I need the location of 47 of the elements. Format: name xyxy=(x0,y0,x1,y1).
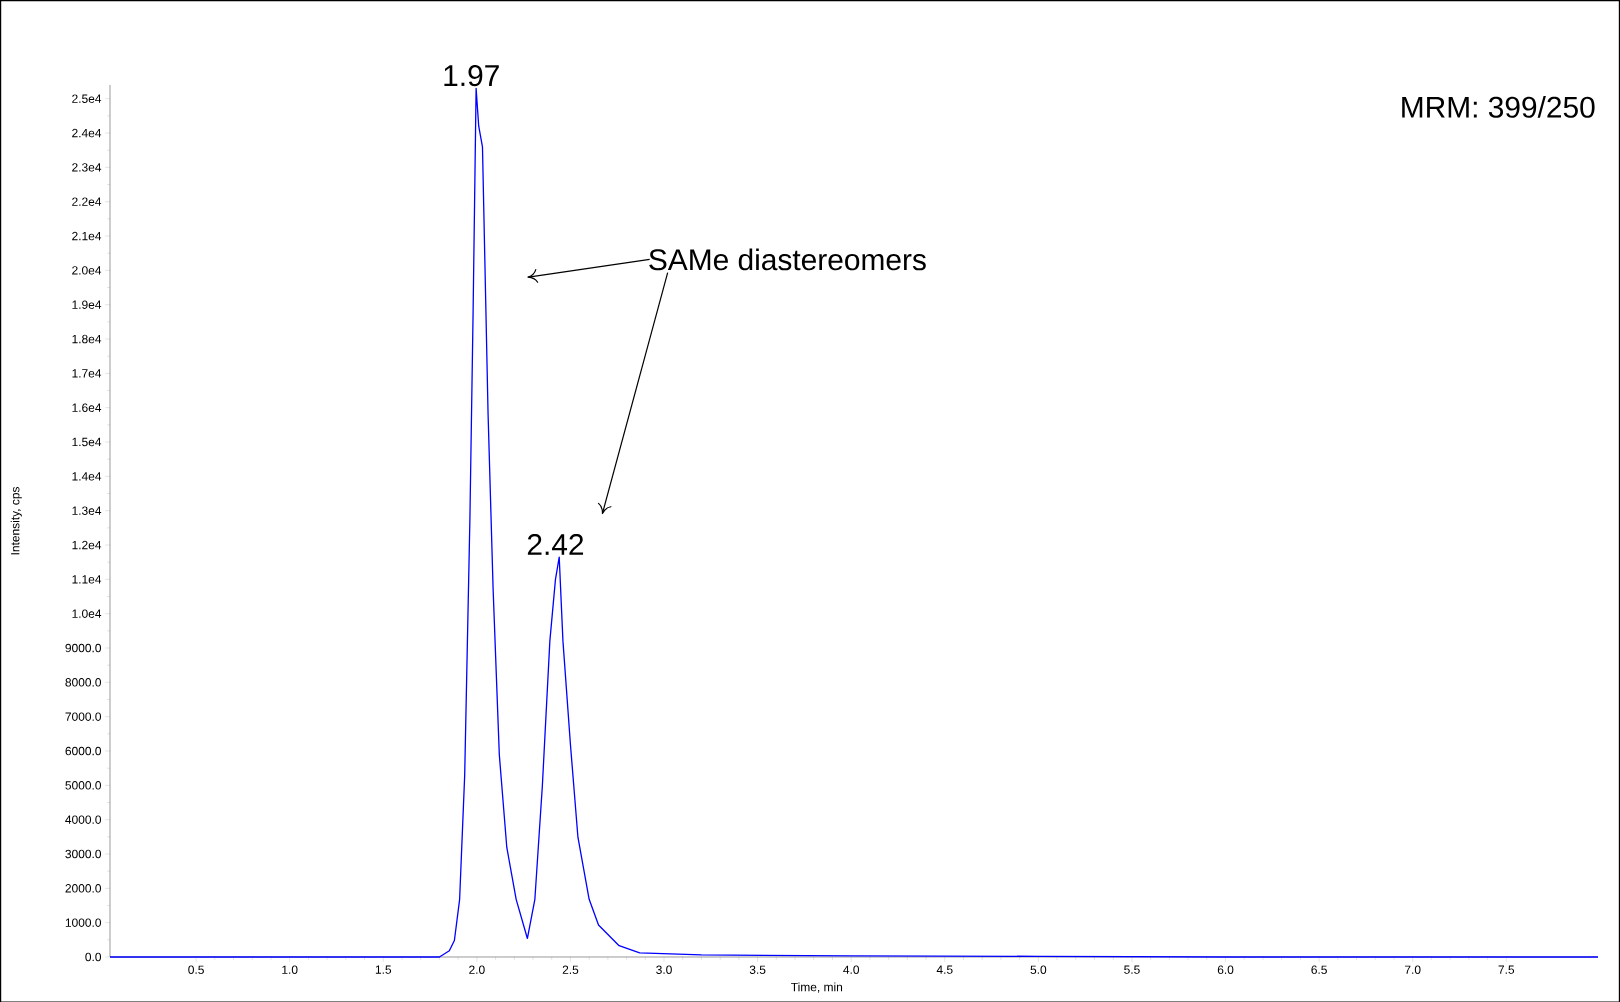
x-tick-label: 7.5 xyxy=(1498,965,1515,974)
x-tick-label: 5.5 xyxy=(1124,965,1140,974)
y-tick-label: 1.7e4 xyxy=(72,369,102,378)
x-tick-label: 2.5 xyxy=(562,965,579,974)
annotation: 1.97 xyxy=(444,65,499,87)
y-tick-label: 8000.0 xyxy=(65,678,102,687)
x-tick-label: 7.0 xyxy=(1405,965,1421,974)
x-axis-title: Time, min xyxy=(791,982,843,993)
x-tick-label: 6.0 xyxy=(1217,965,1234,974)
x-tick-label: 6.5 xyxy=(1311,965,1327,974)
y-tick-label: 2.5e4 xyxy=(72,94,102,103)
y-axis-title: Intensity, cps xyxy=(10,486,22,555)
y-tick-label: 1000.0 xyxy=(65,918,102,927)
y-tick-label: 1.2e4 xyxy=(72,540,102,550)
y-tick-label: 1.0e4 xyxy=(72,609,102,618)
annotation: MRM: 399/250 xyxy=(1402,95,1595,118)
x-tick-label: 4.0 xyxy=(843,965,860,974)
annotation: SAMe diastereomers xyxy=(649,248,926,271)
y-tick-label: 5000.0 xyxy=(65,781,102,790)
y-tick-label: 0.0 xyxy=(85,952,102,962)
y-tick-label: 2.4e4 xyxy=(72,128,102,138)
y-tick-label: 6000.0 xyxy=(65,746,102,756)
y-tick-label: 9000.0 xyxy=(65,643,102,653)
y-tick-label: 1.1e4 xyxy=(72,575,102,584)
x-tick-label: 1.0 xyxy=(282,965,298,974)
y-tick-label: 2000.0 xyxy=(65,884,102,893)
y-tick-label: 3000.0 xyxy=(65,849,102,859)
y-tick-label: 4000.0 xyxy=(65,815,102,824)
y-tick-label: 2.2e4 xyxy=(72,197,102,206)
x-tick-label: 3.5 xyxy=(749,965,766,974)
x-tick-label: 5.0 xyxy=(1030,965,1047,974)
y-tick-label: 2.3e4 xyxy=(72,163,102,172)
y-tick-label: 1.4e4 xyxy=(72,472,102,481)
y-tick-label: 1.5e4 xyxy=(72,437,102,447)
y-tick-label: 7000.0 xyxy=(65,712,102,721)
y-tick-label: 1.3e4 xyxy=(72,506,102,515)
x-tick-label: 1.5 xyxy=(375,965,392,974)
y-tick-label: 1.9e4 xyxy=(72,300,102,309)
annotation: 2.42 xyxy=(527,533,584,555)
y-tick-label: 1.8e4 xyxy=(72,334,102,344)
y-tick-label: 2.0e4 xyxy=(72,266,102,275)
y-tick-label: 1.6e4 xyxy=(72,403,102,412)
x-tick-label: 0.5 xyxy=(188,965,204,974)
x-tick-label: 3.0 xyxy=(656,965,672,974)
x-tick-label: 4.5 xyxy=(936,965,953,974)
x-tick-label: 2.0 xyxy=(469,965,485,974)
y-tick-label: 2.1e4 xyxy=(72,231,102,241)
